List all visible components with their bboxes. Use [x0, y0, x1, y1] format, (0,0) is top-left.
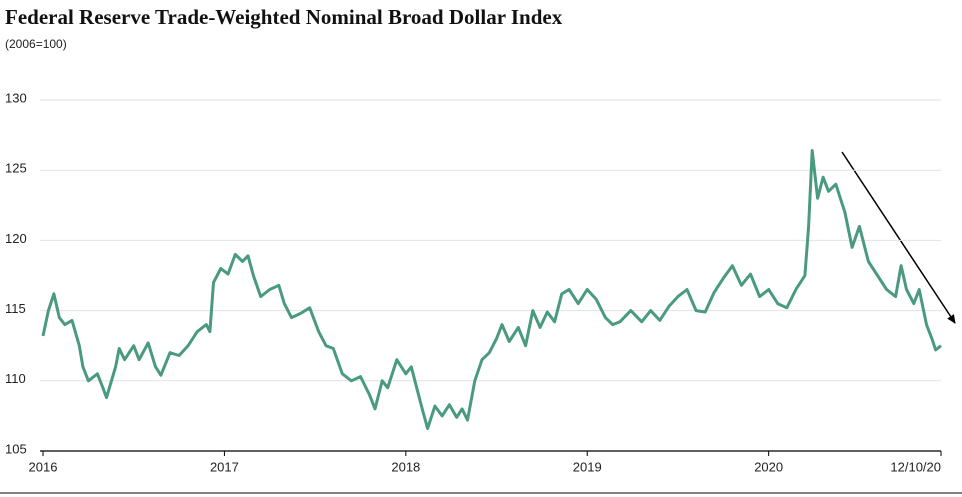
- chart-title: Federal Reserve Trade-Weighted Nominal B…: [5, 5, 563, 29]
- x-tick-label: 12/10/20: [890, 459, 941, 474]
- y-tick-label: 110: [5, 371, 26, 386]
- y-tick-label: 120: [5, 231, 27, 246]
- trend-arrow: [841, 151, 956, 324]
- chart-subtitle: (2006=100): [5, 37, 67, 51]
- x-tick-label: 2019: [573, 459, 602, 474]
- data-line: [41, 149, 942, 430]
- y-tick-label: 130: [5, 90, 27, 105]
- x-tick-label: 2017: [210, 459, 239, 474]
- x-tick-label: 2018: [391, 459, 420, 474]
- y-tick-label: 115: [5, 301, 26, 316]
- y-tick-label: 125: [5, 161, 27, 176]
- y-tick-label: 105: [5, 441, 27, 456]
- x-tick-label: 2016: [29, 459, 58, 474]
- x-tick-label: 2020: [754, 459, 783, 474]
